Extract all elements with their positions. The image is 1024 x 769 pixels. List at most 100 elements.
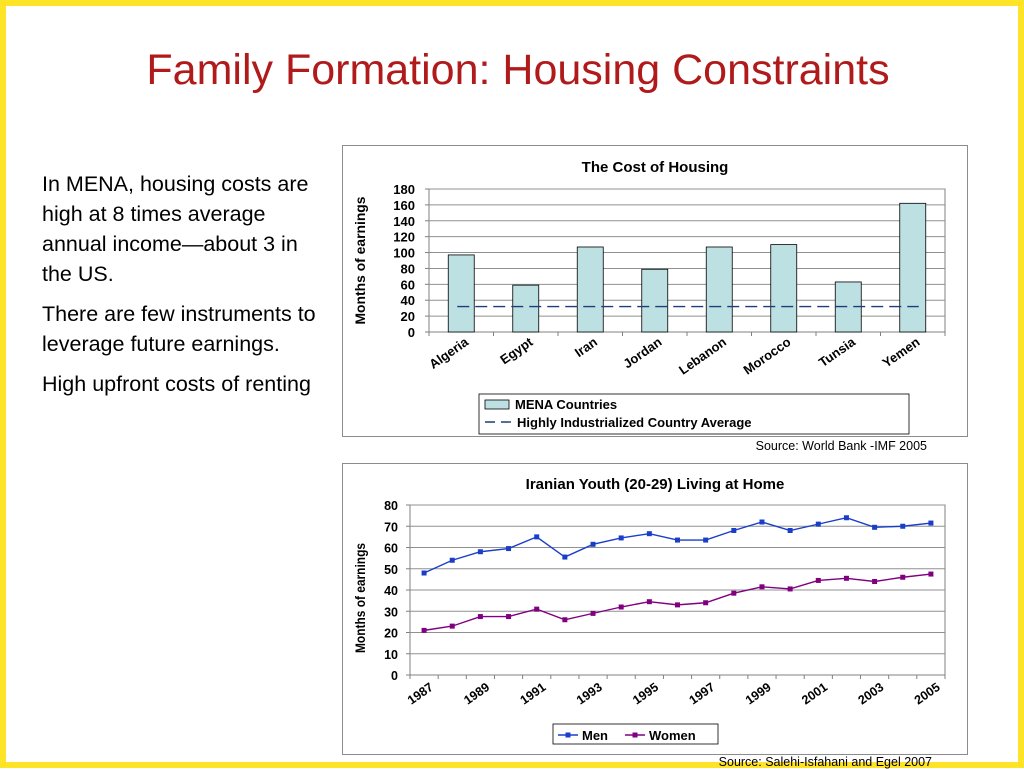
point-women-2005: [928, 571, 934, 577]
point-men-1991: [534, 534, 540, 540]
legend-swatch-bars: [484, 399, 510, 410]
point-men-1998: [731, 528, 737, 533]
housing-cost-chart: The Cost of Housing 0 20 40 60 80 100 120 140 160…: [342, 145, 968, 437]
point-women-1997: [703, 600, 709, 606]
point-men-1988: [449, 557, 455, 563]
y-tick-label: 120: [393, 230, 415, 245]
y-tick-label: 140: [393, 214, 415, 229]
point-women-1999: [759, 584, 765, 590]
point-women-1993: [590, 610, 596, 616]
x-tick-label: 1991: [518, 680, 549, 707]
point-men-2001: [815, 521, 821, 527]
point-men-1997: [703, 537, 709, 543]
x-tick-label: Lebanon: [676, 334, 729, 377]
point-men-1987: [421, 570, 427, 576]
y-tick-label: 0: [391, 669, 398, 683]
chart-title: Iranian Youth (20-29) Living at Home: [526, 476, 785, 493]
y-tick-label: 40: [401, 293, 415, 308]
y-tick-label: 20: [384, 627, 398, 641]
y-tick-label: 70: [384, 520, 398, 534]
point-men-2002: [843, 515, 849, 521]
bullet-item: High upfront costs of renting: [42, 372, 311, 396]
point-women-1989: [477, 614, 483, 620]
bar-morocco: [770, 244, 798, 333]
x-tick-label: 1987: [405, 680, 436, 707]
y-tick-label: 10: [384, 648, 398, 662]
legend-label-bars: MENA Countries: [515, 397, 617, 412]
bar-jordan: [641, 268, 669, 333]
bar-egypt: [512, 284, 540, 333]
page-title: Family Formation: Housing Constraints: [146, 46, 890, 94]
legend-marker-women: [632, 732, 638, 738]
housing-cost-chart-svg: The Cost of Housing 020406080100120140160…: [352, 159, 946, 435]
x-tick-label: 1997: [687, 680, 718, 707]
point-men-1996: [675, 537, 680, 543]
point-women-1990: [506, 614, 512, 620]
x-tick-label: 2001: [799, 680, 830, 707]
bullet-item: In MENA, housing costs are high at 8 tim…: [42, 172, 309, 286]
x-tick-label: 2005: [912, 680, 943, 707]
point-men-1989: [477, 549, 483, 555]
y-tick-label: 50: [384, 563, 398, 577]
point-men-2004: [900, 523, 906, 529]
y-tick-label: 0: [408, 325, 415, 340]
x-tick-label: 1989: [461, 680, 492, 707]
x-tick-label: 1993: [574, 680, 605, 707]
y-axis-label: Months of earnings: [352, 196, 368, 324]
point-women-2000: [787, 586, 793, 592]
legend-label-men: Men: [582, 728, 608, 743]
point-men-1992: [562, 554, 568, 560]
point-men-1994: [618, 535, 624, 541]
x-tick-label: Jordan: [620, 334, 664, 371]
point-women-1995: [646, 599, 652, 605]
legend-label-line: Highly Industrialized Country Average: [517, 415, 752, 430]
y-tick-label: 60: [384, 542, 398, 556]
youth-at-home-chart: Iranian Youth (20-29) Living at Home 0 10 2…: [342, 463, 968, 755]
point-men-2005: [928, 520, 934, 526]
point-women-1992: [562, 617, 568, 623]
bar-yemen: [899, 202, 927, 333]
point-women-1994: [618, 604, 624, 610]
x-tick-label: Iran: [572, 334, 600, 360]
bullet-item: There are few instruments to leverage fu…: [42, 302, 316, 356]
y-tick-label: 40: [384, 584, 398, 598]
source-note-1: Source: World Bank -IMF 2005: [755, 439, 927, 453]
y-tick-label: 180: [393, 182, 415, 197]
point-men-1993: [590, 541, 596, 547]
source-note-2: Source: Salehi-Isfahani and Egel 2007: [718, 755, 932, 769]
point-women-2001: [815, 577, 821, 583]
plot-area: [428, 188, 946, 333]
y-tick-label: 100: [393, 246, 415, 261]
point-women-2004: [900, 574, 906, 580]
y-tick-label: 160: [393, 198, 415, 213]
point-women-1991: [534, 606, 540, 612]
point-women-1998: [731, 590, 737, 596]
point-women-1988: [449, 623, 455, 629]
y-tick-label: 30: [384, 605, 398, 619]
point-men-1995: [646, 531, 652, 537]
bar-lebanon: [705, 246, 733, 333]
x-tick-label: Yemen: [880, 334, 923, 370]
point-women-2002: [843, 575, 849, 581]
y-tick-label: 80: [384, 499, 398, 513]
y-tick-label: 60: [401, 277, 415, 292]
x-tick-label: Morocco: [740, 334, 793, 377]
point-men-1990: [506, 546, 512, 552]
point-women-2003: [872, 579, 878, 584]
youth-at-home-chart-svg: Iranian Youth (20-29) Living at Home 0 10 2…: [352, 476, 946, 745]
x-tick-label: 1995: [630, 680, 661, 707]
y-tick-label: 80: [401, 261, 415, 276]
x-tick-label: 1999: [743, 680, 774, 707]
point-women-1996: [675, 602, 680, 608]
point-men-1999: [759, 519, 765, 525]
x-tick-label: Algeria: [426, 334, 471, 372]
legend-label-women: Women: [649, 728, 696, 743]
x-tick-label: Egypt: [497, 334, 536, 367]
point-women-1987: [421, 627, 427, 633]
point-men-2003: [872, 524, 878, 530]
bar-algeria: [447, 254, 475, 333]
bullet-list: In MENA, housing costs are high at 8 tim…: [42, 169, 317, 409]
chart-title: The Cost of Housing: [582, 159, 729, 176]
bar-iran: [576, 246, 604, 333]
